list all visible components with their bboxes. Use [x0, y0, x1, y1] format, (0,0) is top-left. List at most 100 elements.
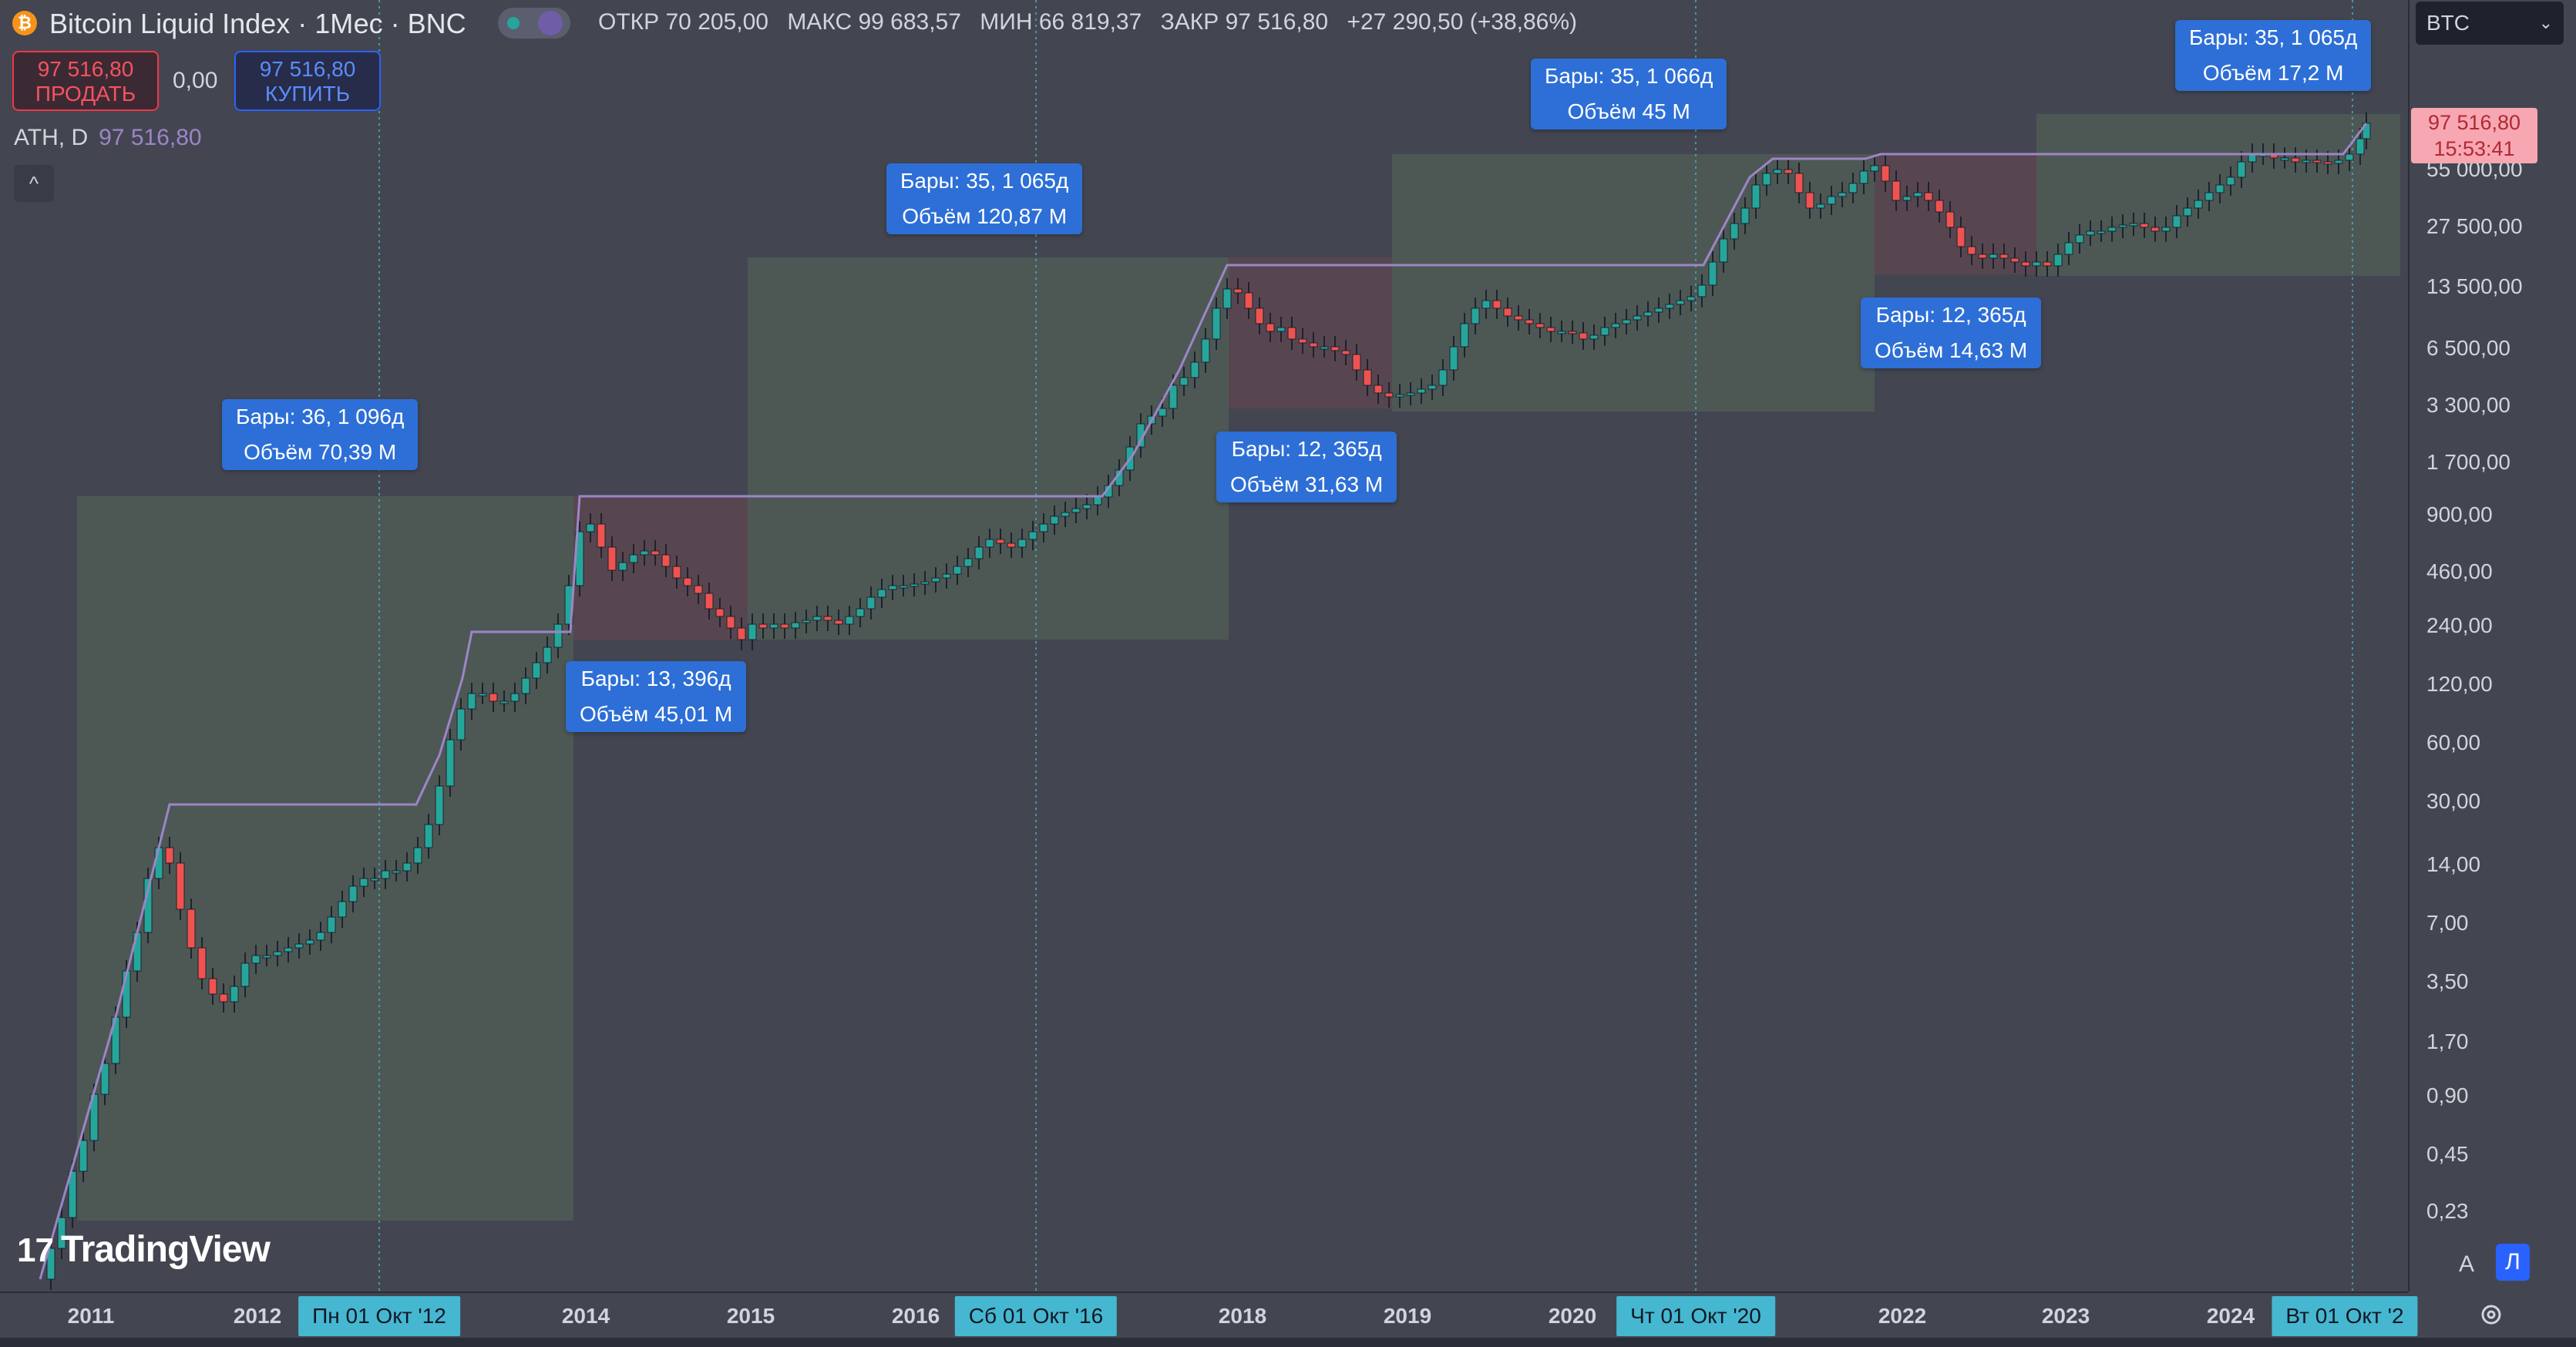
toggle-knob-icon [538, 11, 563, 35]
candle [2215, 184, 2225, 193]
chart-area[interactable] [0, 0, 2408, 1292]
log-scale-button[interactable]: Л [2496, 1244, 2530, 1281]
candle [1902, 196, 1912, 201]
candle [1956, 227, 1966, 247]
candle [672, 566, 681, 579]
gear-icon[interactable] [2476, 1299, 2507, 1330]
candle [1320, 346, 1329, 350]
price-tick: 3,50 [2426, 969, 2469, 993]
candle [197, 947, 207, 979]
symbol-title[interactable]: Bitcoin Liquid Index · 1Мес · BNC [49, 8, 466, 39]
candle [1039, 523, 1048, 532]
candle [1805, 192, 1814, 209]
tooltip-bars: Бары: 13, 396д [580, 667, 731, 690]
time-tick: 2023 [2041, 1304, 2090, 1328]
chevron-down-icon: ⌄ [2538, 13, 2553, 32]
candle [597, 523, 606, 548]
indicator-legend[interactable]: ATH, D 97 516,80 [14, 125, 202, 151]
indicator-value: 97 516,80 [99, 125, 202, 150]
candle [1244, 292, 1253, 309]
time-tick: 2015 [726, 1304, 775, 1328]
candle [240, 962, 250, 987]
range-tooltip: Бары: 35, 1 065д Объём 17,2 M [2175, 20, 2372, 91]
candle [1924, 192, 1933, 201]
range-box [748, 257, 1229, 640]
candle [100, 1063, 109, 1095]
candle [413, 847, 422, 864]
bar-countdown: 15:53:41 [2433, 137, 2515, 160]
candle [1222, 288, 1232, 309]
candle [1287, 327, 1296, 340]
candle [2237, 161, 2246, 178]
time-tick: 2024 [2206, 1304, 2255, 1328]
candle [802, 620, 811, 623]
candle [1061, 512, 1070, 517]
price-chart[interactable] [0, 0, 2408, 1292]
crosshair-date-label: Сб 01 Окт '16 [954, 1296, 1118, 1336]
candle [381, 870, 390, 879]
candle [489, 693, 498, 702]
candle [370, 878, 379, 882]
candle [780, 623, 789, 629]
price-tick: 14,00 [2426, 852, 2481, 876]
candle [1654, 307, 1663, 313]
time-scale[interactable]: 2011 2012 2014 2015 2016 2018 2019 2020 2022 2023… [0, 1292, 2418, 1339]
candle [133, 932, 142, 972]
candle [1298, 338, 1307, 344]
candle [1881, 165, 1890, 182]
change-value: +27 290,50 (+38,86%) [1347, 9, 1578, 35]
tradingview-logo[interactable]: 17 TradingView [17, 1228, 271, 1271]
candle [1892, 180, 1901, 201]
candle [165, 847, 174, 864]
candle [1158, 408, 1167, 417]
candle [1525, 319, 1534, 324]
candle [1773, 169, 1782, 174]
visibility-toggle[interactable] [498, 8, 570, 39]
bottom-strip [0, 1338, 2576, 1347]
candle [2356, 138, 2365, 155]
candle [2118, 224, 2127, 228]
time-tick: 2014 [561, 1304, 610, 1328]
candle [1266, 323, 1275, 332]
crosshair-date-label: Вт 01 Окт '2 [2272, 1296, 2418, 1336]
candle [543, 647, 552, 663]
tooltip-volume: Объём 17,2 M [2202, 61, 2344, 85]
candle [845, 616, 854, 625]
candle [1687, 296, 1696, 301]
bitcoin-icon: ₿ [12, 11, 37, 35]
candle [1428, 385, 1437, 390]
candle [866, 596, 876, 610]
candle [1784, 169, 1793, 174]
price-scale[interactable]: 55 000,00 27 500,00 13 500,00 6 500,00 3 300… [2408, 0, 2576, 1292]
currency-select[interactable]: BTC ⌄ [2416, 2, 2564, 45]
time-tick: 2020 [1548, 1304, 1597, 1328]
candle [931, 577, 940, 583]
price-tick: 0,90 [2426, 1083, 2469, 1107]
candle [1071, 508, 1081, 513]
candle [1503, 307, 1512, 317]
candle [2097, 230, 2106, 234]
candle [899, 585, 908, 589]
price-tick: 27 500,00 [2426, 214, 2523, 238]
auto-scale-button[interactable]: A [2459, 1251, 2475, 1277]
candle [1611, 323, 1620, 328]
candle [1633, 315, 1642, 321]
candle [392, 870, 401, 874]
tooltip-volume: Объём 120,87 M [902, 204, 1068, 228]
candle [553, 623, 563, 648]
chevron-up-icon[interactable]: ^ [14, 165, 54, 202]
candle [942, 573, 951, 579]
candle [1212, 307, 1221, 340]
sell-price: 97 516,80 [37, 57, 134, 81]
candle [1708, 261, 1717, 286]
range-box [573, 496, 751, 640]
open-label: ОТКР [598, 9, 660, 35]
candle [348, 885, 358, 902]
candle [910, 583, 919, 587]
candle [79, 1140, 88, 1172]
candle [2075, 234, 2084, 244]
sell-button[interactable]: 97 516,80 ПРОДАТЬ [12, 51, 159, 111]
buy-button[interactable]: 97 516,80 КУПИТЬ [234, 51, 381, 111]
candle [1816, 203, 1825, 209]
brand-name: TradingView [60, 1229, 271, 1270]
